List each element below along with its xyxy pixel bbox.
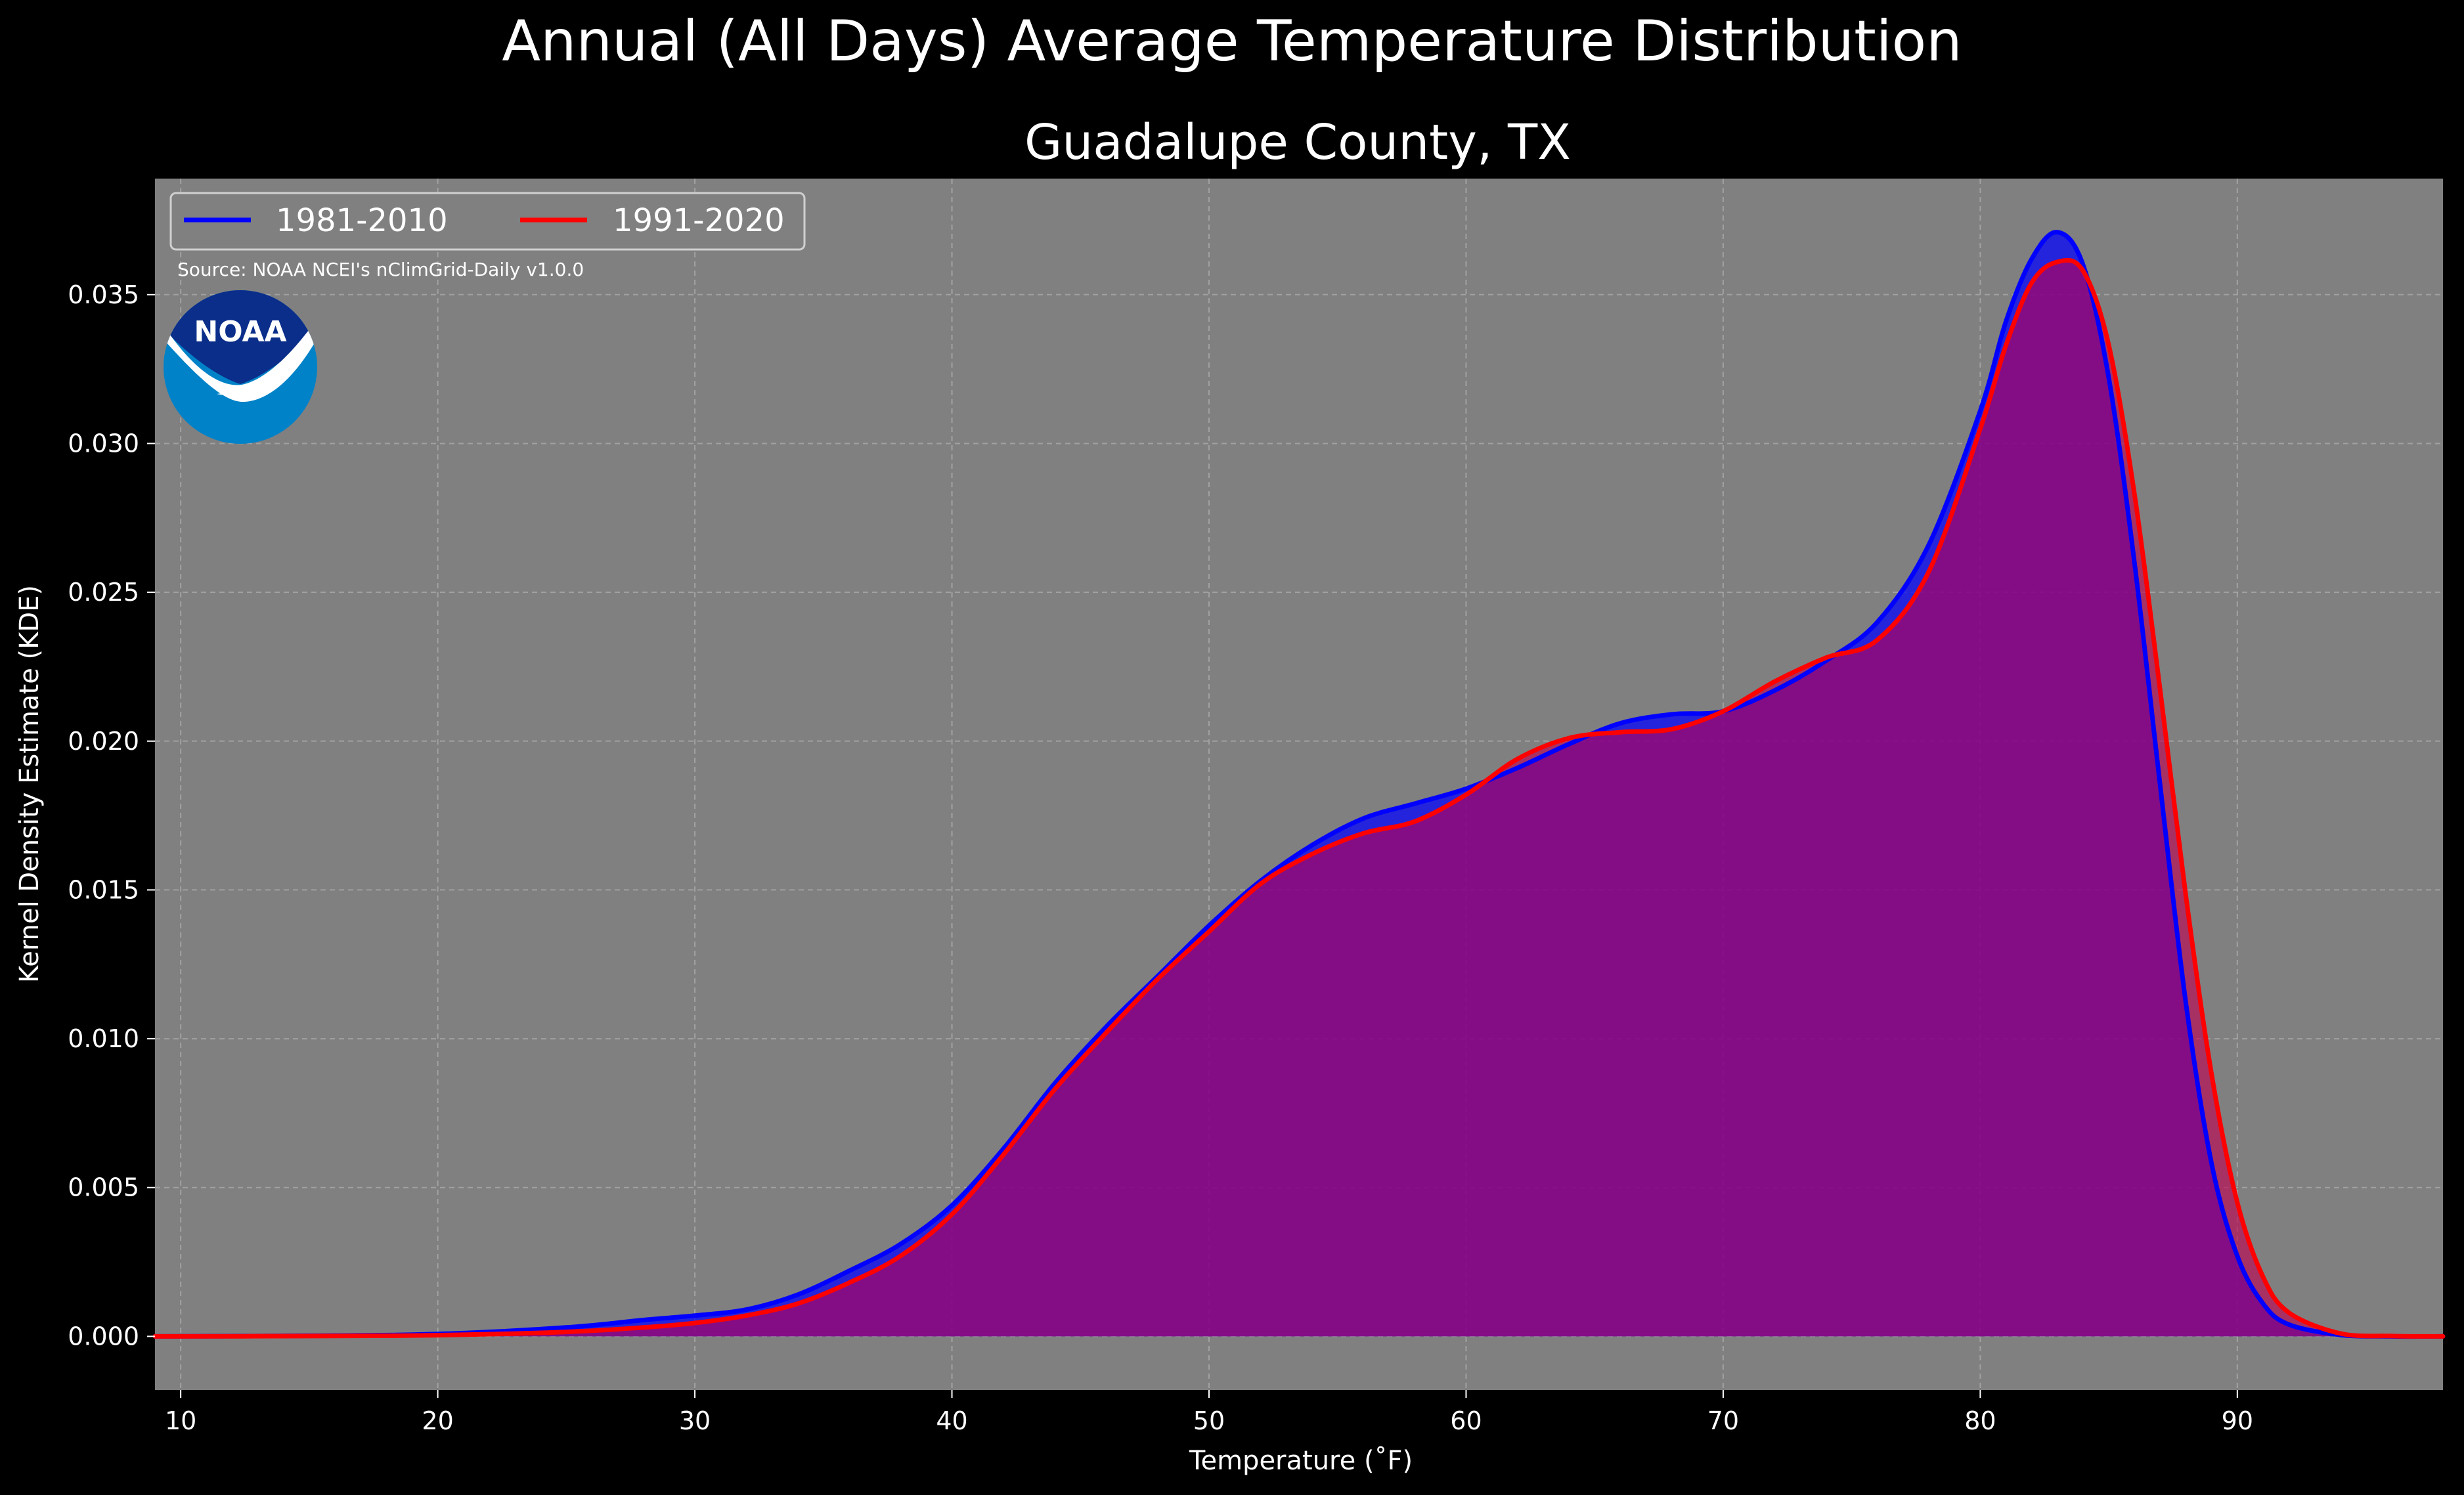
x-tick-label-80: 80	[1964, 1406, 1996, 1435]
x-tick-label-10: 10	[165, 1406, 196, 1435]
source-note: Source: NOAA NCEI's nClimGrid-Daily v1.0…	[177, 259, 584, 280]
series-line-1981-2010	[152, 230, 2446, 1339]
legend-box	[169, 192, 806, 251]
noaa-logo-text: NOAA	[194, 315, 286, 349]
x-tick-label-60: 60	[1450, 1406, 1482, 1435]
y-tick-label-6: 0.030	[68, 429, 139, 458]
chart-title: Guadalupe County, TX	[1024, 114, 1571, 171]
y-tick-label-0: 0.000	[68, 1322, 139, 1351]
y-tick-label-4: 0.020	[68, 727, 139, 756]
series-area-1991-2020	[155, 260, 2443, 1337]
y-tick-label-1: 0.005	[68, 1173, 139, 1202]
ticks: 10 20 30 40 50 60 70 80 90 0.000 0.005 0.010 0.015 0.…	[68, 280, 2253, 1435]
x-tick-label-40: 40	[936, 1406, 967, 1435]
noaa-logo-bird	[165, 323, 317, 402]
series-line-1991-2020	[152, 257, 2446, 1339]
x-tick-label-50: 50	[1193, 1406, 1225, 1435]
x-tick-label-70: 70	[1707, 1406, 1739, 1435]
x-axis-label: Temperature (˚F)	[1189, 1446, 1413, 1476]
x-tick-label-30: 30	[679, 1406, 711, 1435]
y-tick-label-3: 0.015	[68, 875, 139, 904]
y-tick-label-7: 0.035	[68, 280, 139, 309]
y-tick-label-2: 0.010	[68, 1024, 139, 1053]
y-axis-label: Kernel Density Estimate (KDE)	[14, 585, 45, 983]
legend: 1981-2010 1991-2020	[169, 192, 806, 251]
legend-label-1981-2010: 1981-2010	[276, 202, 448, 239]
legend-label-1991-2020: 1991-2020	[613, 202, 785, 239]
chart-suptitle: Annual (All Days) Average Temperature Di…	[502, 9, 1962, 74]
noaa-logo-bird-tail	[217, 385, 276, 397]
y-tick-label-5: 0.025	[68, 578, 139, 607]
x-tick-label-20: 20	[422, 1406, 453, 1435]
x-tick-label-90: 90	[2222, 1406, 2253, 1435]
series-layer	[152, 230, 2446, 1339]
